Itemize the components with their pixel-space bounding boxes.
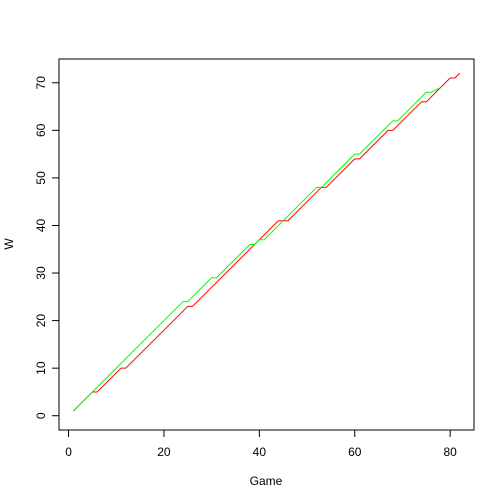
series-line-2	[72, 87, 441, 412]
y-axis-label: W	[2, 238, 16, 250]
y-tick-label: 20	[34, 314, 48, 328]
x-tick-label: 0	[65, 445, 72, 459]
y-tick-label: 70	[34, 76, 48, 90]
series-layer	[72, 72, 461, 412]
x-axis: 0 20 40 60 80	[65, 429, 457, 459]
y-tick-label: 0	[34, 412, 48, 419]
x-tick-label: 20	[157, 445, 171, 459]
plot-box	[58, 58, 475, 431]
x-axis-label: Game	[250, 474, 283, 488]
y-axis: 0 10 20 30 40 50 60 70	[34, 76, 60, 419]
x-tick-label: 80	[443, 445, 457, 459]
y-tick-label: 60	[34, 123, 48, 137]
x-tick-label: 40	[253, 445, 267, 459]
y-tick-label: 40	[34, 218, 48, 232]
y-tick-label: 10	[34, 361, 48, 375]
series-line-1	[72, 72, 461, 412]
x-tick-label: 60	[348, 445, 362, 459]
y-tick-label: 50	[34, 171, 48, 185]
y-tick-label: 30	[34, 266, 48, 280]
